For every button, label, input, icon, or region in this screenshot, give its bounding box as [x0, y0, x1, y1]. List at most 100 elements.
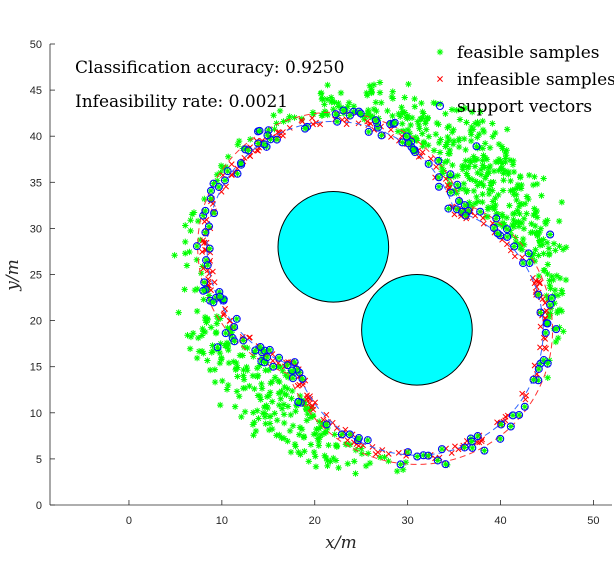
- support-vector-feasible-mark: [295, 398, 302, 406]
- feasible-point: [499, 213, 506, 220]
- feasible-point: [406, 130, 414, 137]
- infeasibility-annotation: Infeasibility rate: 0.0021: [75, 92, 288, 112]
- feasible-point: [211, 366, 219, 373]
- feasible-point: [513, 196, 520, 204]
- feasible-point: [529, 181, 537, 189]
- feasible-point: [251, 419, 258, 426]
- support-vector-point: [503, 232, 512, 241]
- support-vector-point: [546, 230, 555, 239]
- support-vector-point: [460, 201, 469, 210]
- infeasible-point: [537, 323, 544, 330]
- feasible-point: [197, 236, 204, 244]
- support-vector-point: [363, 436, 372, 445]
- support-vector-feasible-mark: [403, 133, 410, 140]
- feasible-point: [533, 207, 541, 215]
- feasible-point: [474, 121, 482, 128]
- support-vector-feasible-mark: [215, 183, 223, 191]
- feasible-point: [402, 459, 410, 466]
- feasible-point: [187, 216, 194, 224]
- feasible-point: [425, 142, 432, 149]
- legend-cross-icon: [437, 76, 443, 82]
- feasible-point: [399, 466, 407, 473]
- support-vector-feasible-mark: [544, 360, 551, 367]
- feasible-point: [416, 125, 423, 132]
- feasible-point: [398, 104, 405, 111]
- feasible-point: [499, 160, 506, 167]
- feasible-point: [540, 267, 547, 274]
- feasible-point: [262, 420, 269, 427]
- feasible-point: [217, 340, 224, 347]
- y-tick-label: 50: [30, 39, 42, 51]
- feasible-point: [459, 166, 467, 173]
- support-vector-point: [230, 323, 239, 332]
- feasible-point: [324, 457, 331, 465]
- feasible-point: [195, 334, 202, 342]
- feasible-point: [486, 162, 494, 170]
- support-vector-point: [232, 314, 241, 323]
- support-vector-feasible-mark: [454, 181, 461, 188]
- feasible-point: [544, 261, 552, 268]
- feasible-point: [506, 156, 514, 164]
- x-tick-label: 10: [216, 515, 228, 527]
- feasible-point: [217, 315, 224, 322]
- feasible-point: [309, 412, 317, 419]
- feasible-point: [265, 392, 273, 399]
- feasible-point: [296, 392, 304, 400]
- feasible-point: [419, 143, 426, 150]
- feasible-point: [516, 244, 524, 252]
- infeasible-point: [201, 239, 208, 246]
- feasible-point: [280, 401, 288, 408]
- support-vector-feasible-mark: [455, 197, 463, 205]
- feasible-point: [322, 428, 330, 435]
- feasible-point: [458, 105, 465, 113]
- feasible-point: [271, 126, 278, 133]
- support-vector-feasible-mark: [202, 256, 210, 264]
- feasible-point: [201, 328, 209, 336]
- feasible-point: [510, 216, 517, 224]
- feasible-point: [240, 376, 248, 383]
- support-vector-feasible-mark: [275, 354, 283, 361]
- support-vector-point: [546, 300, 555, 309]
- infeasible-point: [203, 239, 210, 246]
- support-vector-feasible-mark: [333, 118, 341, 125]
- support-vector-feasible-mark: [293, 366, 300, 373]
- feasible-point: [415, 121, 423, 129]
- feasible-point: [327, 94, 335, 101]
- feasible-point: [288, 395, 295, 402]
- feasible-point: [269, 398, 276, 405]
- feasible-point: [482, 213, 490, 220]
- support-vector-point: [472, 142, 481, 151]
- feasible-point: [464, 172, 471, 179]
- data-layer: [171, 79, 570, 477]
- feasible-point: [496, 221, 504, 228]
- feasible-point: [377, 454, 384, 461]
- feasible-point: [456, 185, 464, 192]
- feasible-point: [270, 112, 277, 119]
- legend-marker-infeasible: [437, 76, 443, 82]
- infeasible-point: [228, 161, 235, 168]
- support-vector-feasible-mark: [199, 212, 207, 219]
- feasible-point: [315, 438, 322, 446]
- feasible-point: [261, 413, 269, 420]
- feasible-point: [289, 422, 297, 429]
- feasible-point: [492, 158, 499, 166]
- support-vector-feasible-mark: [340, 107, 347, 114]
- feasible-point: [479, 126, 487, 134]
- feasible-point: [252, 427, 260, 435]
- feasible-point: [321, 101, 328, 108]
- support-vector-feasible-mark: [458, 208, 466, 216]
- legend-star-icon: [436, 48, 444, 56]
- support-vector-feasible-mark: [461, 201, 469, 209]
- feasible-point: [234, 141, 241, 148]
- support-vector-point: [233, 169, 242, 178]
- feasible-point: [533, 214, 541, 221]
- support-vector-feasible-mark: [289, 375, 297, 382]
- support-vector-point: [201, 228, 210, 237]
- feasible-point: [555, 217, 563, 225]
- infeasible-point: [221, 310, 228, 317]
- infeasible-point: [306, 400, 313, 407]
- infeasible-point: [419, 149, 426, 156]
- feasible-point: [413, 137, 421, 144]
- feasible-point: [200, 350, 207, 357]
